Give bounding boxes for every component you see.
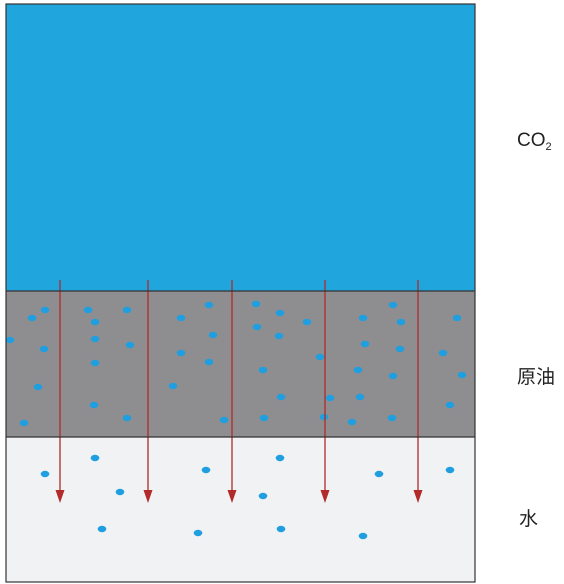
co2-label-main: CO (517, 130, 546, 151)
droplet (258, 366, 268, 374)
droplet (388, 372, 398, 380)
droplet (358, 532, 368, 540)
droplet (176, 349, 186, 357)
droplet (90, 454, 100, 462)
droplet (90, 335, 100, 343)
droplet (252, 323, 262, 331)
droplet (40, 470, 50, 478)
droplet (258, 492, 268, 500)
water-layer (6, 437, 475, 582)
droplet (251, 300, 261, 308)
droplet (457, 371, 467, 379)
droplet (125, 341, 135, 349)
water-label: 水 (519, 509, 539, 530)
droplet (219, 416, 229, 424)
droplet (360, 340, 370, 348)
co2-label-subscript: 2 (545, 141, 552, 153)
droplet (168, 382, 178, 390)
arrow-head (413, 490, 423, 503)
droplet (90, 318, 100, 326)
droplet (445, 401, 455, 409)
droplet (27, 314, 37, 322)
arrow-head (143, 490, 153, 503)
droplet (438, 349, 448, 357)
displacement-arrow (55, 280, 65, 503)
droplet (19, 419, 29, 427)
co2-layer (6, 4, 475, 291)
displacement-arrow (227, 280, 237, 503)
droplet (259, 414, 269, 422)
droplet (83, 306, 93, 314)
droplet (176, 314, 186, 322)
displacement-arrow (413, 280, 423, 503)
droplet (445, 466, 455, 474)
droplet (275, 309, 285, 317)
droplet (387, 414, 397, 422)
arrow-head (55, 490, 65, 503)
droplet (122, 306, 132, 314)
droplet (395, 345, 405, 353)
droplet (97, 525, 107, 533)
displacement-arrow (143, 280, 153, 503)
droplet (358, 314, 368, 322)
arrow-head (320, 490, 330, 503)
droplet (204, 358, 214, 366)
droplet (89, 401, 99, 409)
droplet (276, 393, 286, 401)
oil-layer (6, 291, 475, 437)
droplet (201, 466, 211, 474)
droplet (193, 529, 203, 537)
droplet (275, 454, 285, 462)
droplet (302, 318, 312, 326)
arrow-head (227, 490, 237, 503)
droplet (33, 383, 43, 391)
droplet (374, 470, 384, 478)
arrows-group (55, 280, 423, 503)
droplets-group (5, 300, 467, 540)
droplet (388, 301, 398, 309)
droplet (396, 318, 406, 326)
droplet (274, 332, 284, 340)
droplet (122, 414, 132, 422)
droplet (40, 306, 50, 314)
droplet (347, 418, 357, 426)
droplet (204, 301, 214, 309)
droplet (325, 394, 335, 402)
droplet (115, 488, 125, 496)
outer-border (5, 3, 476, 583)
droplet (319, 413, 329, 421)
co2-label: CO2 (517, 130, 564, 153)
displacement-arrow (320, 280, 330, 503)
droplet (452, 314, 462, 322)
droplet (315, 353, 325, 361)
droplet (355, 393, 365, 401)
oil-label: 原油 (517, 367, 556, 388)
droplet (5, 336, 15, 344)
droplet (353, 366, 363, 374)
droplet (208, 331, 218, 339)
droplet (90, 359, 100, 367)
droplet (39, 345, 49, 353)
droplet (276, 525, 286, 533)
